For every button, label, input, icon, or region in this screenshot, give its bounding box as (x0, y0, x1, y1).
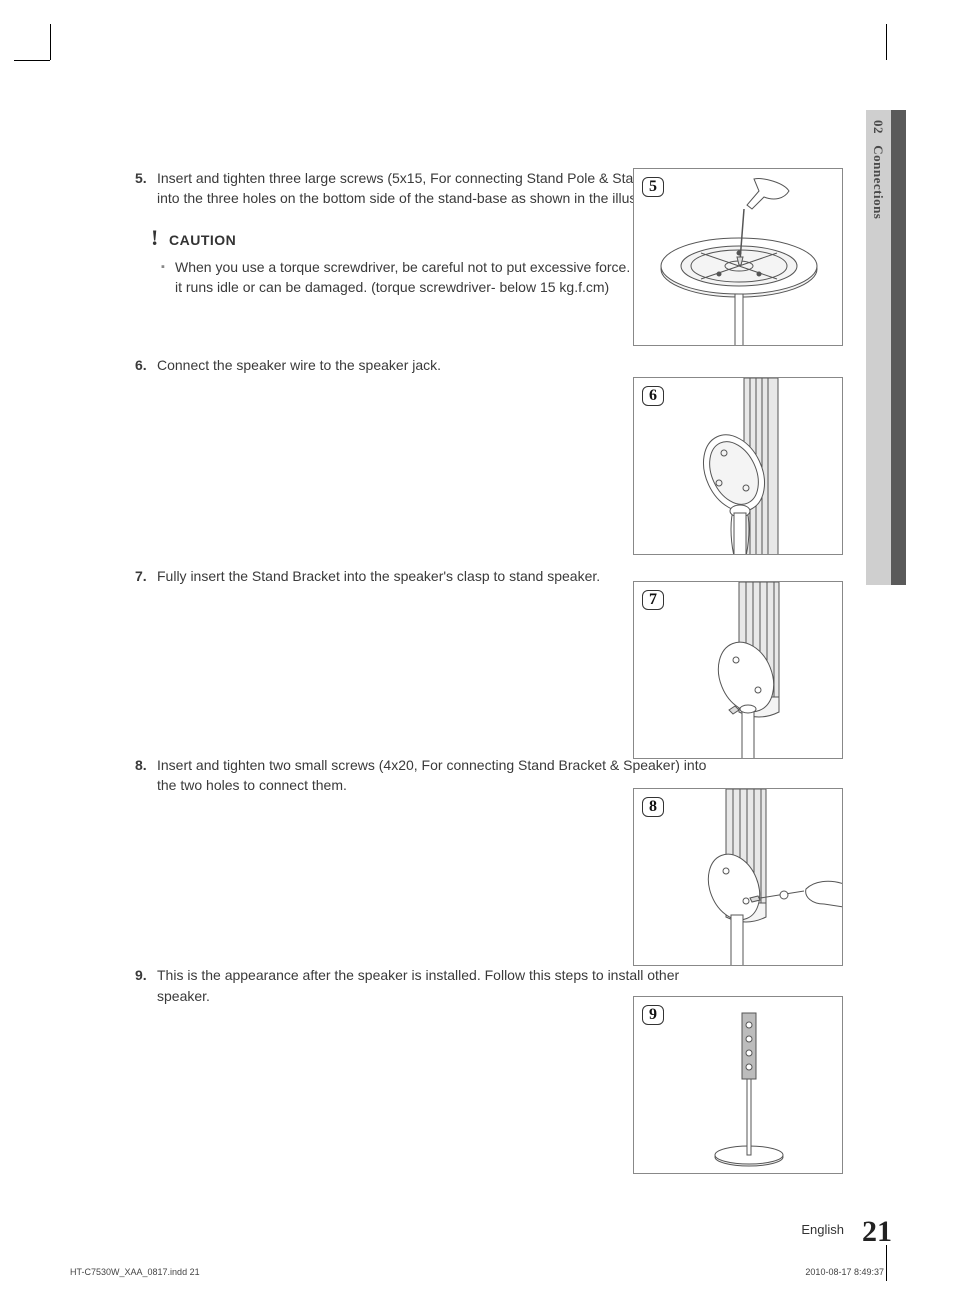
figure-6-illustration (634, 378, 843, 555)
figure-number: 6 (642, 386, 664, 406)
step-text: This is the appearance after the speaker… (157, 965, 710, 1006)
crop-mark (50, 24, 51, 60)
footer-page-number: 21 (862, 1215, 892, 1249)
footer-language: English (801, 1222, 844, 1237)
caution-label: CAUTION (169, 232, 236, 248)
step-number: 6. (135, 355, 157, 375)
chapter-number: 02 (871, 120, 886, 134)
caution-icon: ! (151, 225, 169, 251)
step-number: 8. (135, 755, 157, 796)
step-text: Insert and tighten two small screws (4x2… (157, 755, 710, 796)
crop-mark (886, 24, 887, 60)
figure-7-illustration (634, 582, 843, 759)
step-number: 7. (135, 566, 157, 586)
figure-8: 8 (633, 788, 843, 966)
instruction-column: 5. Insert and tighten three large screws… (135, 168, 710, 1006)
chapter-tab-accent (891, 110, 906, 585)
step-5: 5. Insert and tighten three large screws… (135, 168, 710, 209)
figure-number: 8 (642, 797, 664, 817)
figure-6-container: 6 (633, 377, 843, 555)
figure-9: 9 (633, 996, 843, 1174)
figure-5: 5 (633, 168, 843, 346)
step-number: 9. (135, 965, 157, 1006)
chapter-tab-label: 02 Connections (870, 120, 886, 219)
figure-5-illustration (634, 169, 843, 346)
chapter-title: Connections (871, 145, 886, 219)
figure-5-container: 5 (633, 168, 843, 346)
figure-8-container: 8 (633, 788, 843, 966)
figure-number: 5 (642, 177, 664, 197)
figure-number: 7 (642, 590, 664, 610)
step-9: 9. This is the appearance after the spea… (135, 965, 710, 1006)
caution-text: When you use a torque screwdriver, be ca… (175, 257, 710, 298)
figure-8-illustration (634, 789, 843, 966)
figure-7: 7 (633, 581, 843, 759)
step-6: 6. Connect the speaker wire to the speak… (135, 355, 710, 375)
crop-mark (886, 1245, 887, 1281)
figure-9-container: 9 (633, 996, 843, 1174)
figure-7-container: 7 (633, 581, 843, 759)
caution-body: ▪ When you use a torque screwdriver, be … (161, 257, 710, 298)
crop-mark (14, 60, 50, 61)
caution-heading: ! CAUTION (151, 225, 710, 251)
figure-9-illustration (634, 997, 843, 1174)
step-8: 8. Insert and tighten two small screws (… (135, 755, 710, 796)
step-7: 7. Fully insert the Stand Bracket into t… (135, 566, 710, 586)
step-text: Insert and tighten three large screws (5… (157, 168, 710, 209)
figure-number: 9 (642, 1005, 664, 1025)
figure-6: 6 (633, 377, 843, 555)
bullet-icon: ▪ (161, 257, 175, 298)
footer-meta-left: HT-C7530W_XAA_0817.indd 21 (70, 1267, 200, 1277)
step-number: 5. (135, 168, 157, 209)
step-text: Connect the speaker wire to the speaker … (157, 355, 710, 375)
footer-meta-right: 2010-08-17 8:49:37 (805, 1267, 884, 1277)
step-text: Fully insert the Stand Bracket into the … (157, 566, 710, 586)
